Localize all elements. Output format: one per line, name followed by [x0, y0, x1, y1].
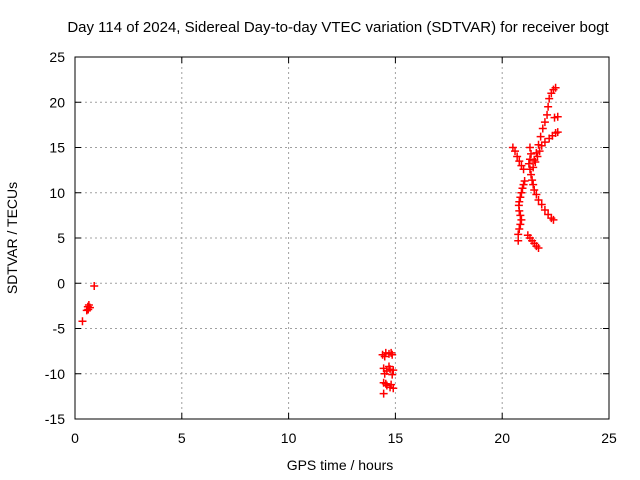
data-point: [379, 389, 388, 398]
data-point: [545, 94, 554, 103]
data-point: [525, 143, 534, 152]
y-tick-label: 15: [49, 140, 65, 156]
data-point: [540, 118, 549, 127]
data-point: [527, 149, 536, 158]
data-point: [84, 305, 93, 314]
data-point: [380, 352, 389, 361]
data-point: [534, 195, 543, 204]
data-point: [380, 369, 389, 378]
data-point: [530, 156, 539, 165]
data-point: [514, 236, 523, 245]
y-tick-label: -10: [45, 366, 65, 382]
data-point: [513, 152, 522, 161]
data-point: [553, 128, 562, 137]
data-point: [518, 184, 527, 193]
data-point: [540, 205, 549, 214]
data-point: [515, 157, 524, 166]
y-axis-label: SDTVAR / TECUs: [4, 182, 20, 294]
data-point: [530, 186, 539, 195]
data-point: [517, 188, 526, 197]
y-tick-label: 20: [49, 94, 65, 110]
grid-lines: [75, 57, 609, 419]
data-point: [85, 303, 94, 312]
data-point: [515, 206, 524, 215]
data-point: [515, 224, 524, 233]
data-point: [549, 215, 558, 224]
data-point: [531, 157, 540, 166]
data-point: [537, 200, 546, 209]
data-point: [553, 112, 562, 121]
data-point: [529, 163, 538, 172]
x-axis-label: GPS time / hours: [287, 457, 394, 473]
data-point: [516, 193, 525, 202]
data-point: [536, 132, 545, 141]
data-point: [543, 110, 552, 119]
data-point: [525, 155, 534, 164]
data-point: [388, 350, 397, 359]
data-point: [387, 348, 396, 357]
data-point: [532, 190, 541, 199]
data-point: [527, 170, 536, 179]
data-point: [524, 159, 533, 168]
x-tick-label: 25: [601, 430, 617, 446]
data-point: [384, 362, 393, 371]
data-points: [78, 83, 562, 398]
x-tick-label: 20: [494, 430, 510, 446]
data-point: [534, 243, 543, 252]
x-tick-label: 15: [388, 430, 404, 446]
data-point: [516, 220, 525, 229]
data-point: [388, 370, 397, 379]
data-point: [389, 366, 398, 375]
y-tick-label: -15: [45, 411, 65, 427]
y-tick-label: 10: [49, 185, 65, 201]
data-point: [538, 124, 547, 133]
x-tick-label: 5: [178, 430, 186, 446]
data-point: [540, 138, 549, 147]
y-tick-label: 5: [57, 230, 65, 246]
data-point: [90, 281, 99, 290]
chart-title: Day 114 of 2024, Sidereal Day-to-day VTE…: [67, 19, 609, 36]
y-tick-label: -5: [53, 321, 66, 337]
data-point: [520, 176, 529, 185]
data-point: [516, 211, 525, 220]
axis-ticks: 0 5 10 15 20 25 -15 -10 -5 0 5 10 15 20 25: [45, 49, 617, 446]
data-point: [78, 317, 87, 326]
data-point: [544, 102, 553, 111]
data-point: [517, 215, 526, 224]
x-tick-label: 10: [281, 430, 297, 446]
data-point: [387, 380, 396, 389]
y-tick-label: 0: [57, 275, 65, 291]
data-point: [534, 140, 543, 149]
data-point: [381, 379, 390, 388]
y-tick-label: 25: [49, 49, 65, 65]
data-point: [528, 176, 537, 185]
data-point: [511, 147, 520, 156]
x-tick-label: 0: [71, 430, 79, 446]
data-point: [519, 180, 528, 189]
data-point: [532, 148, 541, 157]
data-point: [529, 180, 538, 189]
data-point: [551, 83, 560, 92]
